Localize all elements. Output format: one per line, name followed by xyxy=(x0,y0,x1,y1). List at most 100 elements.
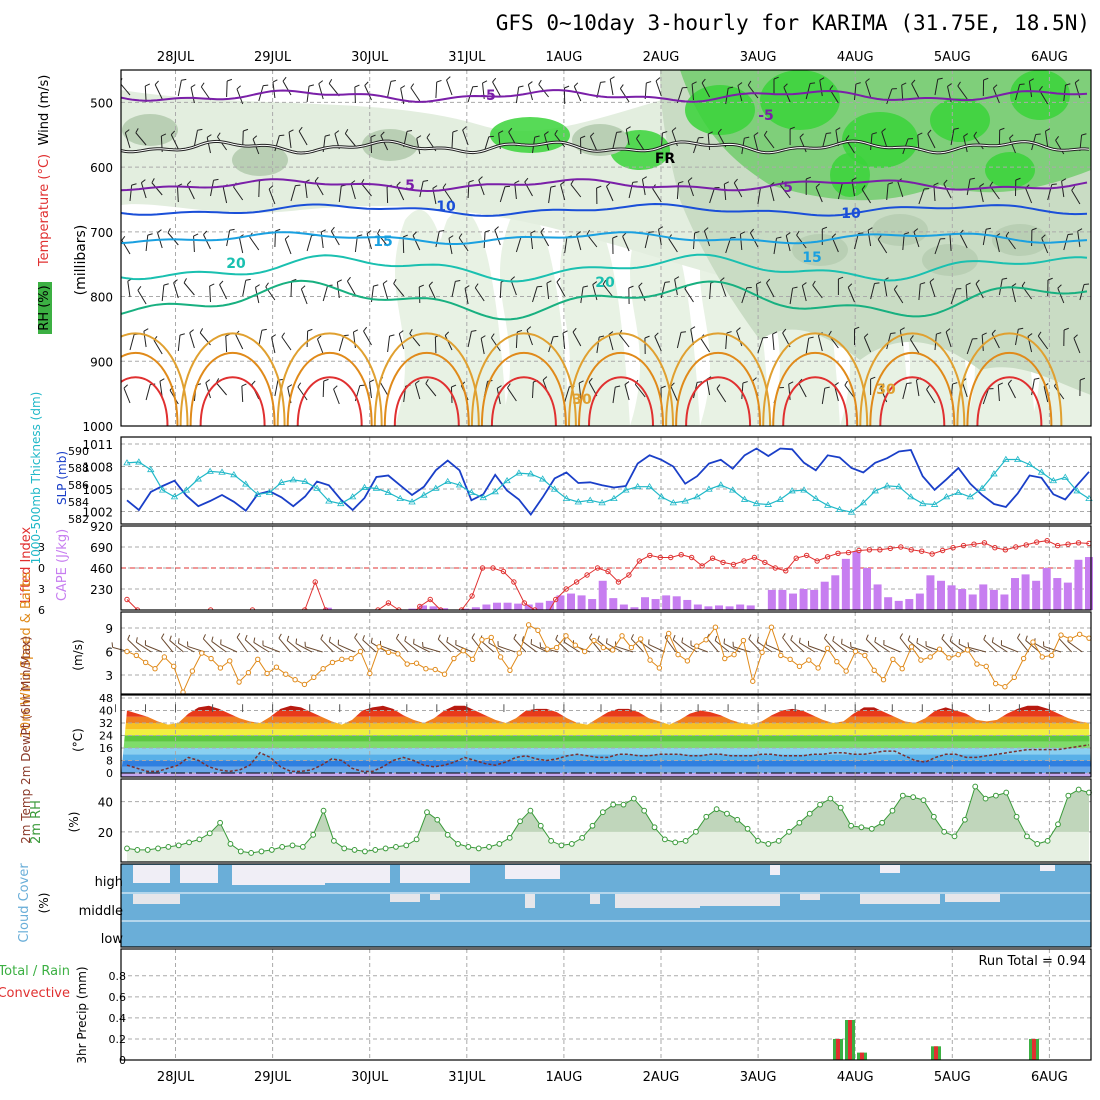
cape-bar xyxy=(482,604,491,610)
cloud-clear-mid xyxy=(700,894,780,906)
upper-wind-barb xyxy=(252,135,258,140)
upper-wind-barb xyxy=(802,282,807,286)
wind-speed-marker xyxy=(479,637,485,643)
wind-10m-barb xyxy=(824,638,837,653)
upper-wind-barb xyxy=(275,228,281,232)
wind-speed-marker xyxy=(694,643,700,649)
wind-speed-line xyxy=(126,624,1090,694)
rh-marker xyxy=(455,840,461,847)
upper-wind-barb xyxy=(390,80,396,82)
upper-wind-barb xyxy=(382,280,388,285)
upper-wind-barb xyxy=(812,280,816,286)
upper-wind-barb xyxy=(943,183,952,199)
rh-marker xyxy=(258,848,265,855)
wind-10m-barb xyxy=(161,633,165,639)
isotherm-hot xyxy=(956,332,1063,426)
upper-wind-barb xyxy=(1037,331,1042,337)
temp-tick: 40 xyxy=(99,705,113,718)
temp-tick: 32 xyxy=(99,717,113,730)
cloud-clear-high xyxy=(133,865,170,883)
upper-wind-barb xyxy=(510,279,517,296)
wind-speed-marker xyxy=(834,658,840,665)
rh-marker xyxy=(413,836,420,843)
wind-speed-marker xyxy=(983,663,989,670)
slp-tick: 1005 xyxy=(82,483,113,497)
upper-wind-barb xyxy=(125,129,130,134)
wind-speed-marker xyxy=(862,652,868,659)
wind-10m-barb xyxy=(437,634,441,640)
upper-wind-barb xyxy=(578,383,582,400)
isotherm-hot xyxy=(568,332,674,426)
upper-wind-barb xyxy=(494,229,501,246)
panel-frame xyxy=(120,69,1092,427)
wind-10m-barb xyxy=(354,637,366,653)
wind-10m-barb xyxy=(832,635,835,642)
precip-tick: 0.6 xyxy=(109,991,127,1004)
upper-wind-barb xyxy=(159,378,165,382)
upper-wind-barb xyxy=(199,328,204,333)
li-marker xyxy=(553,596,559,603)
upper-wind-barb xyxy=(528,81,533,85)
upper-wind-barb xyxy=(648,231,654,233)
upper-wind-barb xyxy=(789,126,795,130)
upper-wind-barb xyxy=(810,82,816,84)
wind-10m-barb xyxy=(178,642,195,653)
wind-speed-marker xyxy=(516,650,522,656)
upper-wind-barb xyxy=(725,333,728,350)
upper-wind-barb xyxy=(742,381,748,384)
upper-wind-barb xyxy=(271,337,276,354)
upper-wind-barb xyxy=(947,83,952,87)
upper-wind-barb xyxy=(763,134,775,149)
wind-10m-barb xyxy=(983,634,987,640)
upper-wind-barb xyxy=(634,384,646,398)
upper-wind-barb xyxy=(499,281,502,299)
upper-wind-barb xyxy=(409,333,421,347)
upper-wind-barb xyxy=(467,86,474,103)
rh-marker xyxy=(486,844,492,850)
upper-wind-barb xyxy=(1034,377,1040,380)
cloud-clear-high xyxy=(232,865,325,885)
wind-speed-marker xyxy=(432,666,438,673)
upper-wind-barb xyxy=(716,384,721,389)
upper-wind-barb xyxy=(757,337,764,354)
thickness-marker xyxy=(835,505,844,513)
rh-marker xyxy=(868,825,875,832)
rh-marker xyxy=(372,847,379,853)
li-tick: 0 xyxy=(38,562,45,575)
wind-tick: 9 xyxy=(105,622,113,636)
upper-wind-barb xyxy=(959,233,968,249)
isotherm-hot xyxy=(772,352,859,426)
upper-wind-barb xyxy=(572,327,577,333)
wind-speed-marker xyxy=(348,655,354,662)
upper-wind-barb xyxy=(733,178,738,184)
li-marker xyxy=(365,615,369,619)
upper-wind-barb xyxy=(1065,83,1071,86)
upper-wind-barb xyxy=(1051,183,1057,186)
wind-10m-barb xyxy=(278,633,282,639)
li-tick: -3 xyxy=(34,541,45,554)
wind-10m-barb xyxy=(941,633,945,639)
upper-wind-barb xyxy=(373,284,379,287)
upper-wind-barb xyxy=(464,285,470,289)
date-label-top: 28JUL xyxy=(157,50,195,65)
upper-wind-barb xyxy=(865,81,872,98)
thickness-marker xyxy=(752,499,761,507)
upper-wind-barb xyxy=(121,236,126,241)
thickness-tick: 588 xyxy=(68,462,89,475)
upper-wind-barb xyxy=(957,81,961,87)
rh-area-mid-group xyxy=(211,786,1089,832)
upper-wind-barb xyxy=(1025,187,1033,204)
upper-wind-barb xyxy=(1067,233,1073,236)
wind-10m-barb xyxy=(790,639,805,653)
thickness-marker xyxy=(1025,460,1034,467)
isotherm-hot xyxy=(189,352,276,426)
cloud-clear-high xyxy=(770,865,780,875)
cape-bar xyxy=(947,585,956,610)
thickness-marker xyxy=(681,497,689,504)
upper-wind-barb xyxy=(1047,184,1053,201)
upper-wind-barb xyxy=(703,230,711,247)
upper-wind-barb xyxy=(471,330,477,332)
upper-wind-barb xyxy=(709,187,716,204)
chart-title: GFS 0~10day 3-hourly for KARIMA (31.75E,… xyxy=(496,11,1090,35)
cape-bar xyxy=(493,602,501,610)
